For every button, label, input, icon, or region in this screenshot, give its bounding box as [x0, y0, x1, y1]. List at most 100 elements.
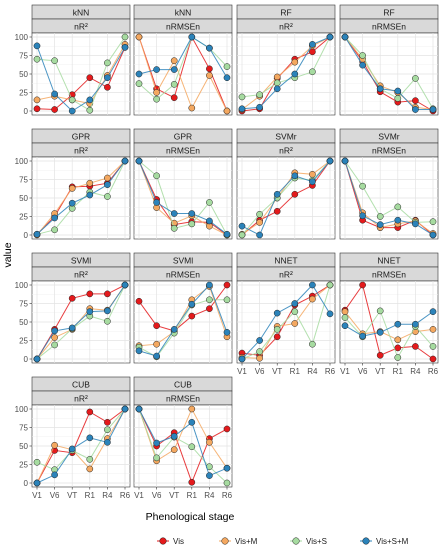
data-point: [273, 309, 281, 317]
y-axis-label: value: [2, 242, 14, 267]
y-tick-label: 25: [19, 213, 28, 222]
x-tick-label: VT: [67, 491, 77, 500]
data-point: [256, 91, 263, 99]
data-point: [68, 445, 76, 453]
series-line-vis-m: [138, 36, 228, 112]
legend-key-point: [221, 537, 229, 545]
data-point: [104, 193, 111, 200]
data-point: [188, 104, 196, 112]
data-point: [104, 181, 111, 189]
strip-metric-label: nRMSEn: [166, 146, 200, 156]
data-point: [153, 322, 160, 330]
panel-NNET-nrmsen: NNET nRMSEn V1 V6 VT R1 R4 R6: [339, 252, 439, 376]
data-point: [394, 216, 402, 224]
data-point: [188, 300, 196, 308]
data-point: [104, 83, 111, 91]
data-point: [376, 351, 384, 359]
x-tick-label: VT: [375, 367, 385, 376]
data-point: [273, 326, 281, 333]
data-point: [135, 33, 143, 41]
data-point: [376, 307, 384, 315]
data-point: [170, 433, 178, 440]
x-tick-label: VT: [272, 367, 282, 376]
data-point: [394, 95, 402, 102]
data-point: [33, 355, 41, 363]
y-tick-label: 100: [15, 33, 29, 42]
data-point: [359, 281, 366, 289]
data-point: [273, 85, 281, 93]
legend-label: Vis+S: [306, 537, 327, 546]
x-tick-label: R1: [393, 367, 404, 376]
panel-kNN-nr2: kNN nR² 0 25 50 75 100: [15, 4, 131, 116]
data-point: [51, 106, 58, 113]
data-point: [68, 96, 76, 104]
data-point: [256, 337, 263, 344]
strip-model-label: NNET: [377, 256, 400, 266]
x-tick-label: V6: [50, 491, 60, 500]
series-line-vis-m: [36, 408, 126, 484]
strip-metric-label: nR²: [74, 270, 88, 280]
data-point: [170, 57, 178, 65]
strip-metric-label: nR²: [74, 22, 88, 32]
y-tick-label: 0: [24, 107, 29, 116]
data-point: [51, 341, 58, 349]
data-point: [86, 465, 94, 473]
panel-GPR-nrmsen: GPR nRMSEn: [133, 128, 233, 240]
series-line-vis: [36, 408, 126, 484]
data-point: [170, 326, 178, 333]
data-point: [238, 222, 246, 230]
data-point: [104, 307, 111, 315]
data-point: [341, 322, 349, 330]
data-point: [170, 224, 178, 232]
data-point: [223, 479, 231, 487]
data-point: [121, 281, 129, 289]
data-point: [104, 438, 111, 446]
data-point: [359, 52, 366, 59]
x-tick-label: R1: [187, 491, 198, 500]
data-point: [291, 190, 299, 198]
data-point: [135, 80, 143, 87]
y-tick-label: 75: [19, 176, 28, 185]
data-point: [51, 334, 58, 341]
strip-metric-label: nRMSEn: [372, 270, 406, 280]
data-point: [429, 326, 437, 333]
y-tick-label: 0: [24, 231, 29, 240]
data-point: [33, 458, 41, 466]
data-point: [104, 59, 111, 67]
data-point: [412, 320, 419, 328]
y-tick-label: 75: [19, 424, 28, 433]
y-tick-label: 0: [24, 479, 29, 488]
data-point: [153, 439, 160, 447]
data-point: [86, 455, 94, 463]
data-point: [170, 210, 178, 217]
data-point: [51, 90, 58, 98]
data-point: [33, 55, 41, 63]
data-point: [153, 89, 160, 96]
y-tick-label: 100: [15, 157, 29, 166]
y-tick-label: 50: [19, 318, 28, 327]
data-point: [153, 95, 160, 103]
data-point: [309, 281, 316, 289]
panel-kNN-nrmsen: kNN nRMSEn: [133, 4, 233, 116]
data-point: [104, 418, 111, 426]
data-point: [206, 281, 213, 289]
data-point: [291, 172, 299, 180]
data-point: [273, 333, 281, 341]
strip-model-label: kNN: [73, 8, 90, 18]
data-point: [188, 312, 196, 320]
series-line-vis-s: [138, 160, 228, 236]
data-point: [223, 230, 231, 238]
panel-SVMl-nr2: SVMl nR² 0 25 50 75 100: [15, 252, 131, 364]
series-line-vis: [344, 36, 434, 112]
data-point: [291, 308, 299, 315]
data-point: [256, 210, 263, 218]
series-line-vis-s: [344, 36, 434, 110]
data-point: [153, 66, 160, 73]
data-point: [188, 405, 196, 413]
data-point: [341, 157, 349, 165]
data-point: [273, 207, 281, 215]
x-tick-label: V1: [32, 491, 42, 500]
data-point: [104, 174, 111, 182]
data-point: [412, 75, 419, 82]
